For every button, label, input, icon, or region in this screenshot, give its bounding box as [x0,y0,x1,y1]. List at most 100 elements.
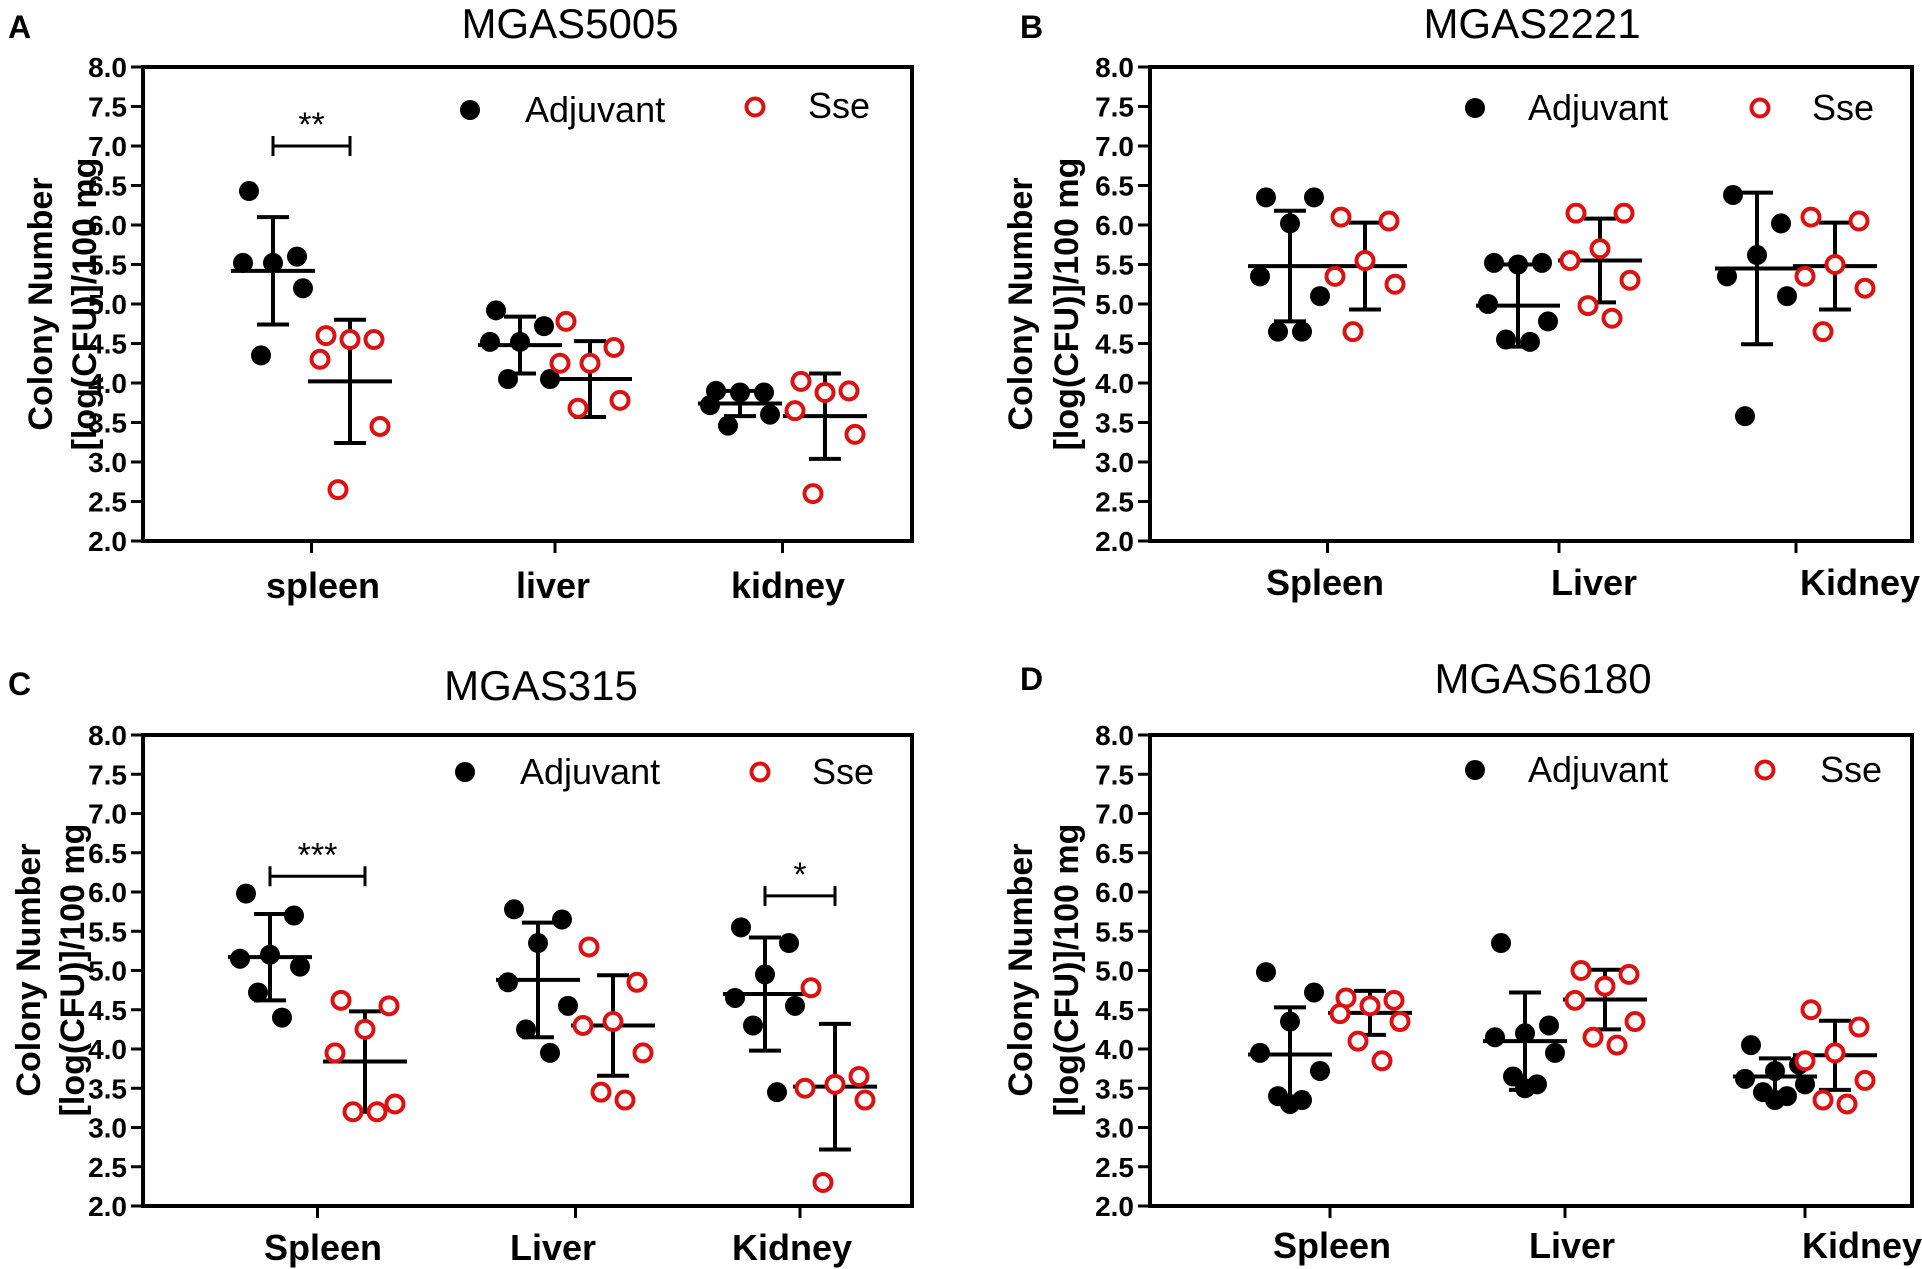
y-tick-label: 3.5 [88,1073,127,1104]
data-point-sse [1345,323,1362,340]
data-point-adjuvant [236,884,256,904]
data-point-adjuvant [1532,253,1552,273]
data-point-adjuvant [480,332,500,352]
data-point-sse [312,351,329,368]
y-axis-label: Colony Number [1002,177,1040,430]
y-tick-label: 8.0 [1095,720,1134,751]
data-point-sse [1621,966,1638,983]
data-point-sse [333,992,350,1009]
data-point-adjuvant [779,933,799,953]
data-point-sse [1803,1001,1820,1018]
data-point-sse [330,481,347,498]
x-tick-label: Liver [1551,562,1637,603]
y-tick-label: 8.0 [88,52,127,83]
data-point-sse [1573,962,1590,979]
data-point-sse [1357,252,1374,269]
data-point-sse [1827,256,1844,273]
data-point-sse [369,1103,386,1120]
y-tick-label: 2.5 [88,487,127,518]
data-point-adjuvant [498,369,518,389]
x-tick-label: Liver [1529,1225,1615,1266]
data-point-sse [1604,310,1621,327]
data-point-adjuvant [239,181,259,201]
data-point-sse [635,1044,652,1061]
y-tick-label: 3.0 [1095,1113,1134,1144]
data-point-sse [575,1017,592,1034]
data-point-adjuvant [486,300,506,320]
data-point-adjuvant [558,996,578,1016]
data-point-sse [387,1095,404,1112]
data-point-sse [606,339,623,356]
data-point-sse [345,1103,362,1120]
data-point-adjuvant [1539,1015,1559,1035]
chart-title: MGAS2221 [1423,0,1640,47]
y-tick-label: 3.0 [1095,447,1134,478]
data-point-adjuvant [1304,982,1324,1002]
data-point-sse [381,997,398,1014]
panel-D: D MGAS61802.02.53.03.54.04.55.05.56.06.57… [1002,655,1922,1266]
data-point-sse [817,384,834,401]
data-point-sse [1362,997,1379,1014]
data-point-adjuvant [1250,266,1270,286]
data-point-adjuvant [1545,1043,1565,1063]
data-point-sse [841,382,858,399]
data-point-sse [558,313,575,330]
data-point-adjuvant [552,909,572,929]
data-point-sse [366,331,383,348]
data-point-adjuvant [755,964,775,984]
data-point-sse [1392,1013,1409,1030]
x-tick-label: Spleen [1273,1225,1391,1266]
y-tick-label: 7.5 [88,759,127,790]
data-point-sse [1815,323,1832,340]
y-tick-label: 5.5 [88,916,127,947]
data-point-adjuvant [1723,185,1743,205]
data-point-sse [570,400,587,417]
data-point-sse [372,418,389,435]
data-point-sse [1851,1019,1868,1036]
data-point-adjuvant [251,345,271,365]
x-tick-label: Spleen [1266,562,1384,603]
data-point-adjuvant [1250,1043,1270,1063]
y-tick-label: 2.0 [88,526,127,557]
y-tick-label: 3.5 [1095,1073,1134,1104]
y-tick-label: 6.0 [88,877,127,908]
y-tick-label: 5.0 [88,956,127,987]
data-point-sse [1597,978,1614,995]
data-point-adjuvant [743,1015,763,1035]
data-point-adjuvant [498,972,518,992]
data-point-sse [605,1013,622,1030]
data-point-sse [1332,1005,1349,1022]
y-axis-label: Colony Number [10,843,48,1096]
data-point-adjuvant [516,1019,536,1039]
panel-B: B MGAS22212.02.53.03.54.04.55.05.56.06.57… [1002,0,1920,603]
y-axis-label: [log(CFU)]/100 mg [1048,158,1086,451]
data-point-sse [1327,268,1344,285]
data-point-sse [797,1080,814,1097]
data-point-adjuvant [767,1082,787,1102]
data-point-sse [1568,205,1585,222]
plot-frame [143,735,912,1206]
x-tick-label: kidney [731,565,845,606]
data-point-adjuvant [1741,1035,1761,1055]
plot-frame [143,67,912,541]
y-axis-label: [log(CFU)]/100 mg [66,158,104,451]
legend-marker-sse [1752,100,1769,117]
data-point-adjuvant [510,332,530,352]
data-point-adjuvant [1484,253,1504,273]
y-tick-label: 2.0 [1095,526,1134,557]
y-tick-label: 3.0 [88,447,127,478]
data-point-adjuvant [248,982,268,1002]
y-tick-label: 4.5 [88,995,127,1026]
y-tick-label: 6.5 [88,838,127,869]
data-point-adjuvant [1771,213,1791,233]
legend-marker-adjuvant [455,762,475,782]
y-tick-label: 6.0 [1095,210,1134,241]
data-point-sse [805,485,822,502]
data-point-adjuvant [534,316,554,336]
data-point-sse [617,1092,634,1109]
data-point-adjuvant [540,1043,560,1063]
data-point-sse [629,974,646,991]
data-point-adjuvant [1292,322,1312,342]
legend-label-adjuvant: Adjuvant [525,89,665,130]
data-point-sse [1803,209,1820,226]
